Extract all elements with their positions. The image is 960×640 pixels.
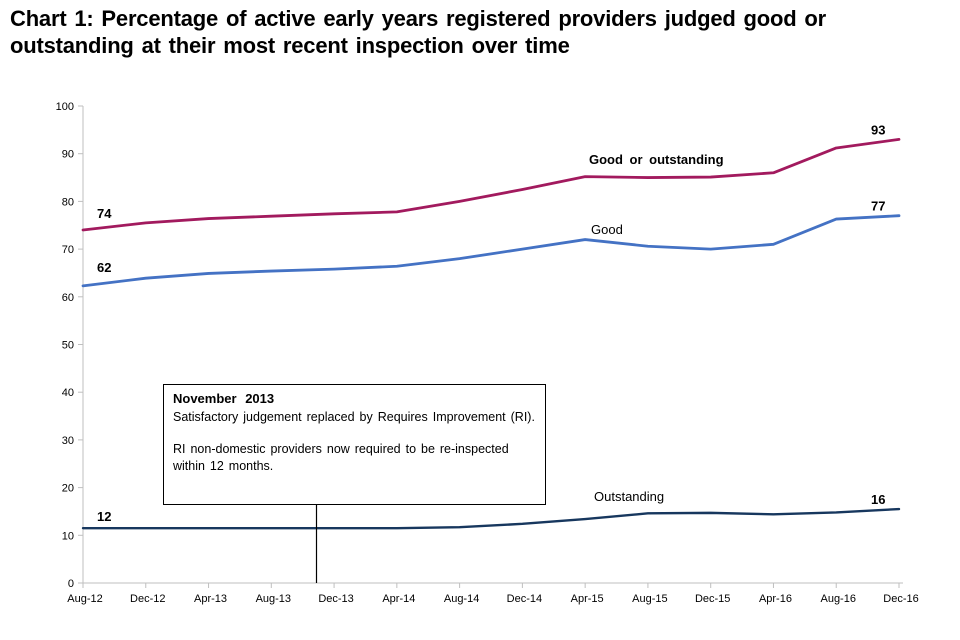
end-value-label-good: 77 — [871, 199, 885, 214]
end-value-label-outstanding: 16 — [871, 492, 885, 507]
start-value-label-outstanding: 12 — [97, 509, 111, 524]
x-tick-label: Aug-16 — [820, 593, 855, 605]
series-label-good-or-outstanding: Good or outstanding — [589, 152, 724, 167]
y-tick-label: 60 — [62, 292, 74, 304]
start-value-label-good: 62 — [97, 260, 111, 275]
start-value-label-good-or-outstanding: 74 — [97, 206, 112, 221]
series-line-outstanding — [81, 507, 901, 530]
x-tick-label: Aug-15 — [632, 593, 667, 605]
series-label-good: Good — [591, 222, 623, 237]
y-tick-label: 80 — [62, 196, 74, 208]
y-tick-label: 40 — [62, 387, 74, 399]
x-tick-label: Aug-14 — [444, 593, 479, 605]
chart-title: Chart 1: Percentage of active early year… — [10, 5, 956, 59]
y-tick-label: 50 — [62, 340, 74, 352]
chart-title-line1: Chart 1: Percentage of active early year… — [10, 6, 826, 31]
x-tick-label: Aug-12 — [67, 593, 102, 605]
annotation-heading: November 2013 — [173, 391, 275, 406]
x-tick-label: Apr-14 — [382, 593, 415, 605]
x-tick-label: Dec-13 — [318, 593, 353, 605]
series-line-good-or-outstanding — [81, 137, 901, 232]
axes: 0 10 20 30 40 50 60 70 80 90 100 Aug-12 Dec-12 Apr-13… — [56, 101, 919, 605]
annotation-box: November 2013 Satisfactory judgement rep… — [163, 384, 546, 505]
y-tick-label: 100 — [56, 101, 74, 113]
end-value-label-good-or-outstanding: 93 — [871, 122, 885, 137]
y-tick-label: 90 — [62, 149, 74, 161]
x-tick-label: Apr-15 — [571, 593, 604, 605]
annotation-paragraph-1: Satisfactory judgement replaced by Requi… — [173, 409, 535, 424]
x-tick-label: Dec-15 — [695, 593, 730, 605]
x-tick-label: Dec-14 — [507, 593, 542, 605]
series-line-good — [81, 214, 901, 288]
chart-labels: 74 93 Good or outstanding 62 77 Good 12 16 Outst… — [97, 122, 885, 524]
series-label-outstanding: Outstanding — [594, 489, 664, 504]
x-tick-label: Aug-13 — [256, 593, 291, 605]
y-tick-label: 0 — [68, 578, 74, 590]
x-tick-label: Apr-16 — [759, 593, 792, 605]
y-tick-label: 30 — [62, 435, 74, 447]
y-tick-label: 20 — [62, 483, 74, 495]
x-tick-label: Apr-13 — [194, 593, 227, 605]
y-tick-label: 10 — [62, 530, 74, 542]
chart-title-line2: outstanding at their most recent inspect… — [10, 33, 570, 58]
x-tick-label: Dec-12 — [130, 593, 165, 605]
series-lines — [81, 137, 901, 530]
y-tick-label: 70 — [62, 244, 74, 256]
x-tick-label: Dec-16 — [883, 593, 918, 605]
annotation-paragraph-2: RI non-domestic providers now required t… — [173, 442, 509, 473]
